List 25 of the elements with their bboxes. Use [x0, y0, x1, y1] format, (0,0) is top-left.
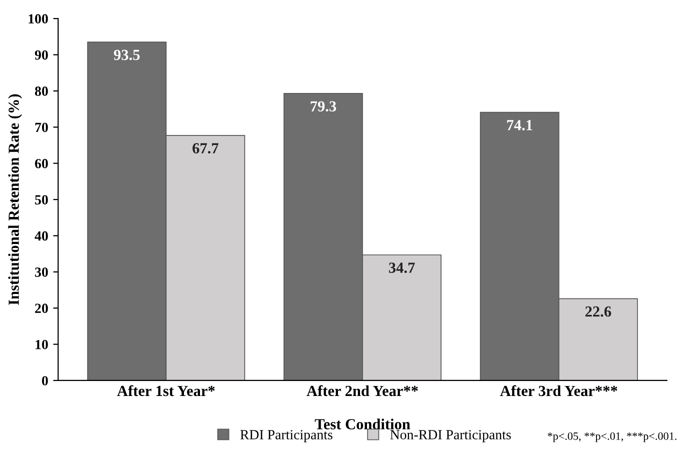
y-tick-label: 20 — [35, 304, 48, 314]
y-tick-label: 0 — [42, 376, 48, 386]
data-label: 79.3 — [310, 101, 336, 112]
y-tick-label: 70 — [35, 122, 48, 132]
y-tick-label: 50 — [35, 195, 48, 204]
data-label: 74.1 — [507, 120, 532, 130]
legend-label: RDI Participants — [240, 430, 332, 442]
y-tick-label: 30 — [35, 267, 48, 277]
y-tick-label: 40 — [34, 231, 48, 241]
x-tick-label: After 2nd Year** — [306, 385, 418, 396]
y-tick-label: 100 — [28, 14, 48, 24]
y-tick-label: 90 — [34, 50, 48, 60]
data-label: 34.7 — [389, 262, 415, 273]
data-label: 67.7 — [192, 143, 218, 154]
y-tick-label: 80 — [34, 86, 48, 96]
legend-label: Non-RDI Participants — [390, 430, 511, 442]
data-label: 22.6 — [585, 306, 612, 317]
data-label: 93.5 — [114, 50, 140, 60]
text: *p<.05, **p<.01, ***p<.001. — [548, 432, 676, 442]
y-tick-label: 60 — [35, 158, 48, 168]
y-tick-label: 10 — [36, 340, 48, 350]
x-tick-label: After 3rd Year*** — [500, 385, 618, 396]
x-axis-title: Test Condition — [314, 418, 410, 430]
y-axis-title: Institutional Retention Rate (%) — [8, 94, 22, 305]
x-tick-label: After 1st Year* — [117, 385, 215, 396]
